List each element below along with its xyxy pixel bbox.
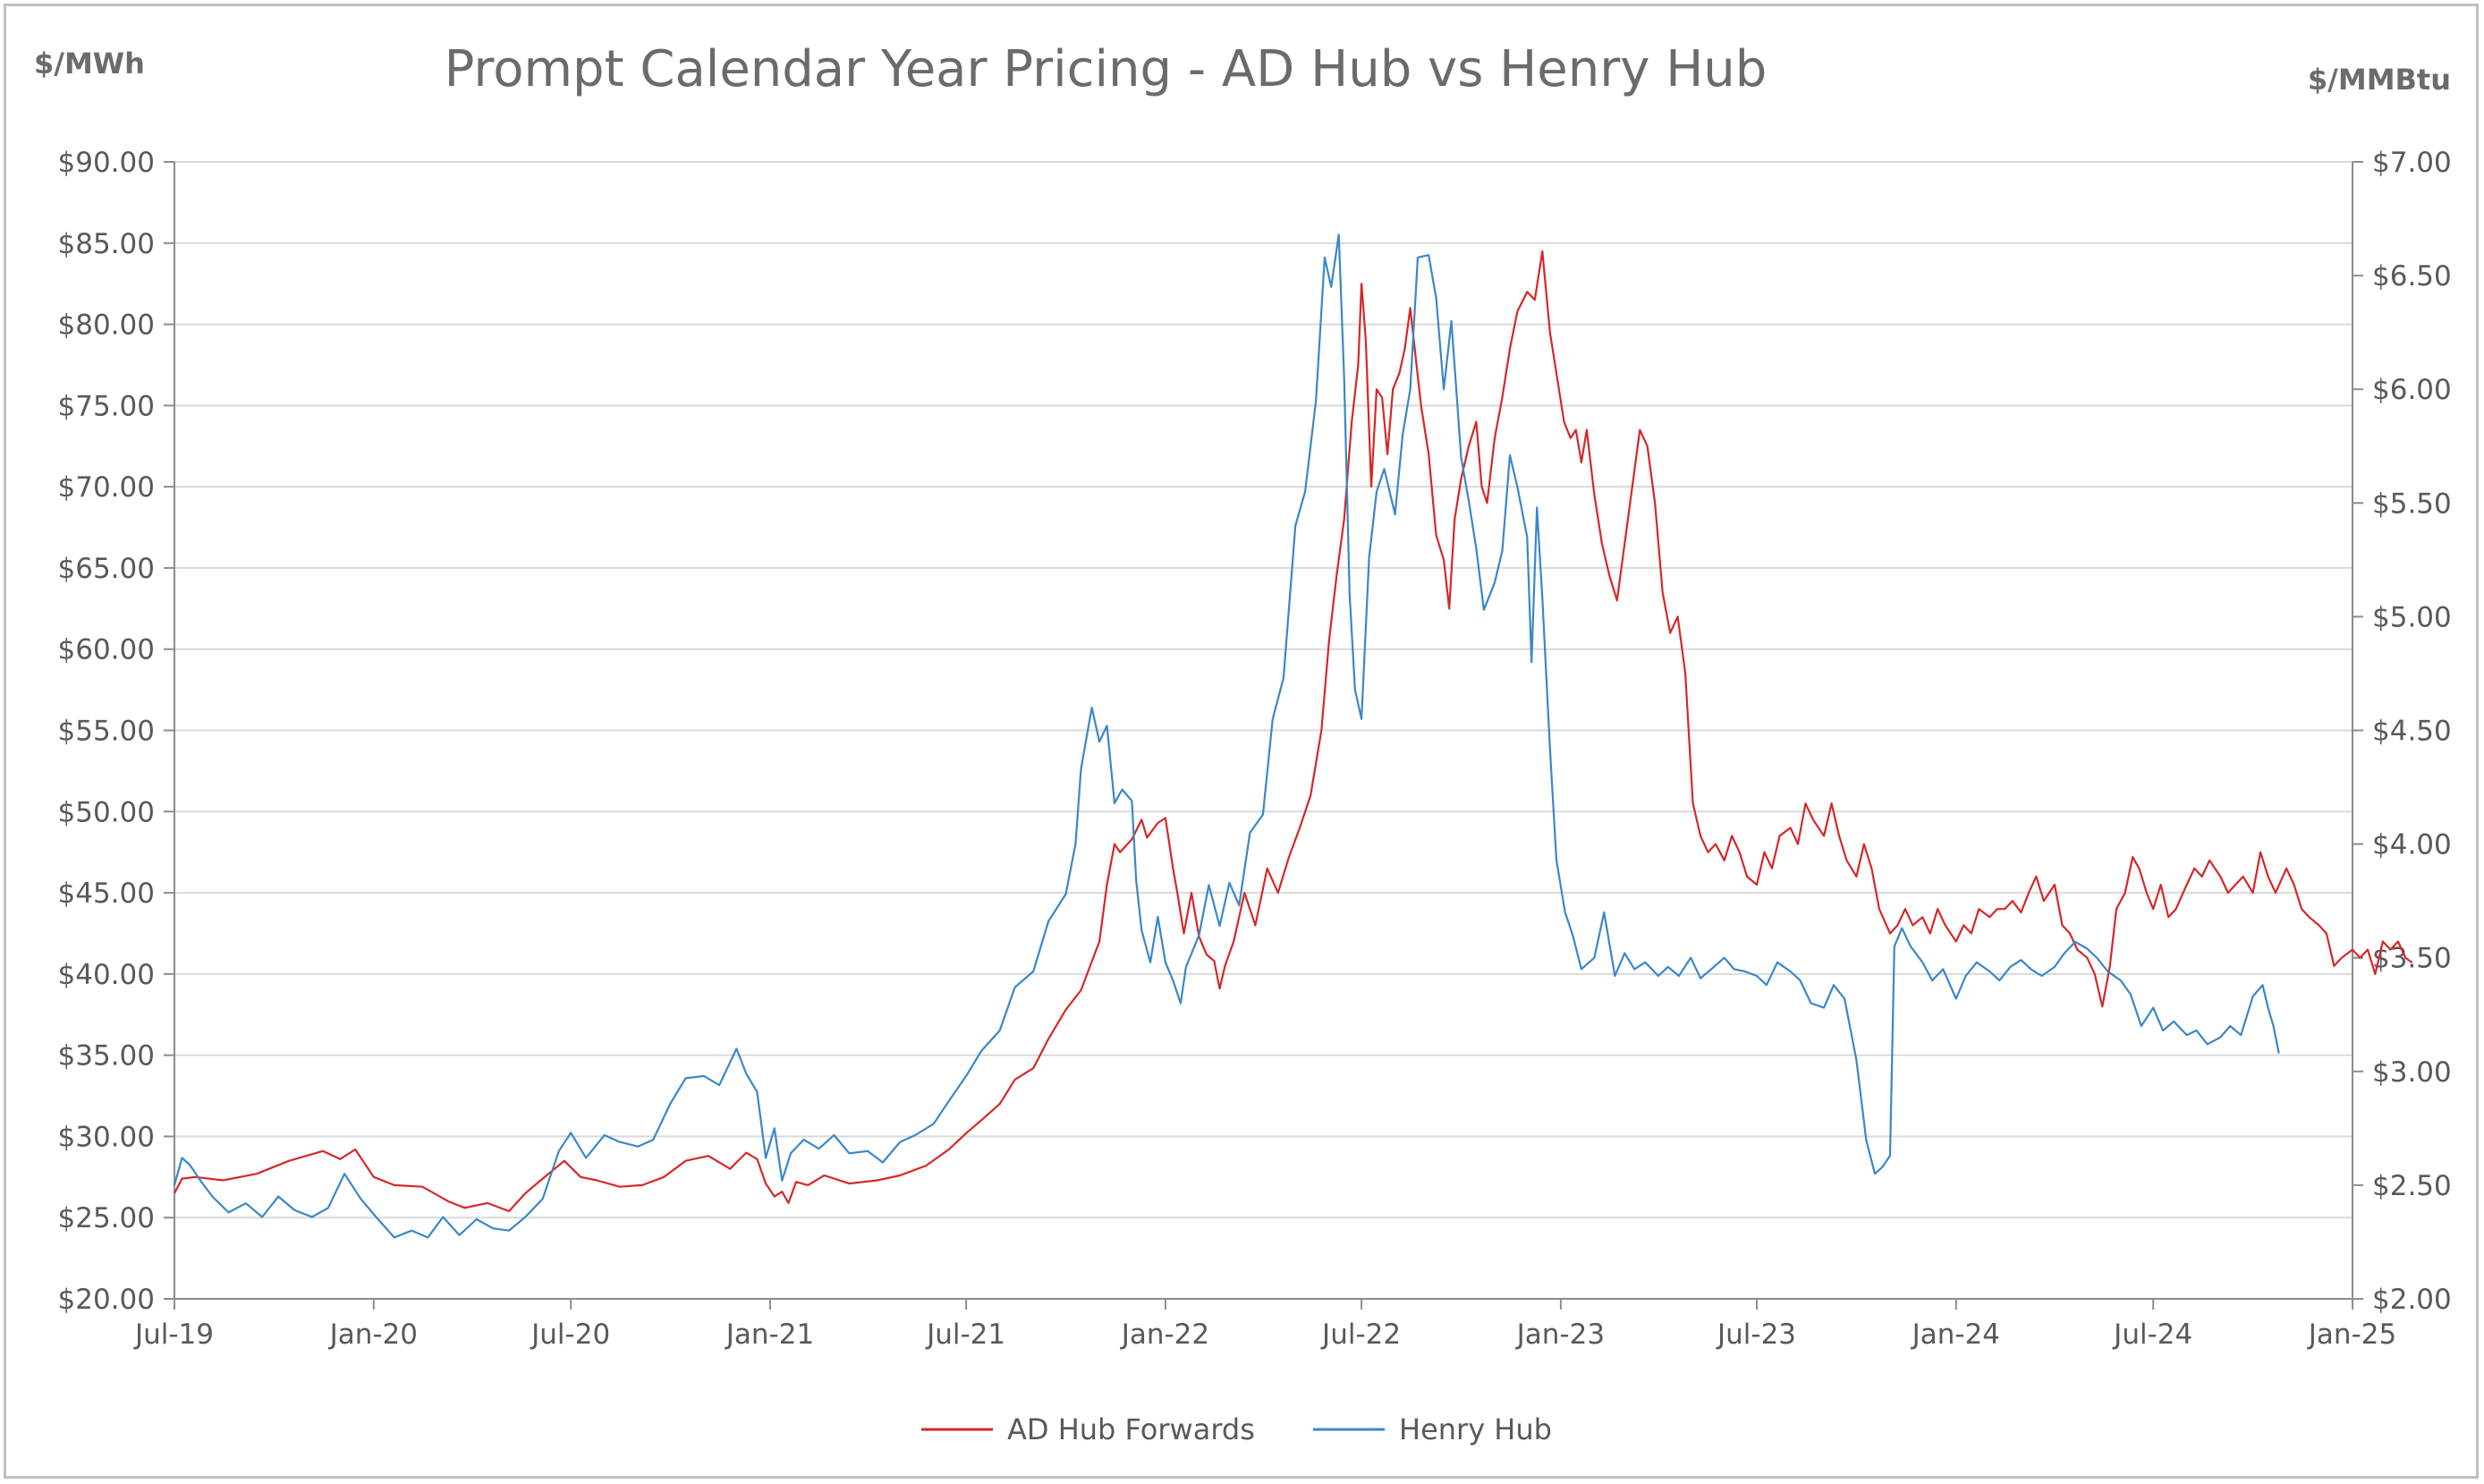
x-tick-label: Jan-23 (1515, 1319, 1605, 1351)
chart-title: Prompt Calendar Year Pricing - AD Hub vs… (445, 40, 1768, 98)
right-tick-label: $3.00 (2372, 1056, 2452, 1089)
series-layer (173, 233, 2413, 1239)
gridlines (174, 161, 2353, 1219)
x-tick-label: Jul-21 (925, 1319, 1005, 1351)
x-tick-label: Jul-24 (2112, 1319, 2192, 1351)
left-tick-label: $50.00 (58, 796, 155, 828)
x-tick-label: Jan-25 (2307, 1319, 2396, 1351)
x-tick-label: Jul-20 (530, 1319, 610, 1351)
x-tick-label: Jan-20 (328, 1319, 418, 1351)
x-tick-label: Jul-22 (1320, 1319, 1401, 1351)
left-tick-label: $65.00 (58, 553, 155, 585)
right-tick-label: $2.50 (2372, 1170, 2452, 1202)
right-tick-label: $7.00 (2372, 147, 2452, 179)
series-line-ad-hub (174, 250, 2413, 1213)
x-tick-label: Jul-23 (1716, 1319, 1796, 1351)
left-tick-label: $90.00 (58, 147, 155, 179)
x-axis-ticks: Jul-19 Jan-20 Jul-20 Jan-21 Jul-21 Jan-22 Jul-… (133, 1319, 2396, 1351)
right-tick-label: $4.50 (2372, 716, 2452, 748)
legend-label-henry-hub: Henry Hub (1399, 1412, 1552, 1446)
left-tick-label: $75.00 (58, 390, 155, 422)
right-tick-label: $3.50 (2372, 943, 2452, 975)
x-tick-label: Jan-21 (725, 1319, 814, 1351)
x-tick-label: Jul-19 (133, 1319, 214, 1351)
left-tick-label: $85.00 (58, 228, 155, 260)
left-tick-label: $45.00 (58, 878, 155, 910)
right-axis-ticks: $2.00 $2.50 $3.00 $3.50 $4.00 $4.50 $5.00 $5.50… (2372, 147, 2452, 1316)
left-tick-label: $35.00 (58, 1040, 155, 1073)
right-axis-unit: $/MMBtu (2308, 63, 2451, 97)
left-tick-label: $25.00 (58, 1202, 155, 1234)
legend-label-ad-hub: AD Hub Forwards (1007, 1412, 1255, 1446)
left-tick-label: $80.00 (58, 310, 155, 342)
legend: AD Hub Forwards Henry Hub (921, 1412, 1552, 1446)
left-tick-label: $70.00 (58, 471, 155, 504)
right-tick-label: $6.00 (2372, 374, 2452, 406)
left-tick-label: $20.00 (58, 1284, 155, 1316)
x-tick-label: Jan-22 (1120, 1319, 1209, 1351)
left-tick-label: $55.00 (58, 716, 155, 748)
x-tick-label: Jan-24 (1911, 1319, 2000, 1351)
left-axis-unit: $/MWh (34, 47, 145, 81)
left-tick-label: $40.00 (58, 959, 155, 991)
right-tick-label: $6.50 (2372, 260, 2452, 293)
right-tick-label: $5.00 (2372, 601, 2452, 633)
left-tick-label: $30.00 (58, 1121, 155, 1153)
left-axis-ticks: $20.00 $25.00 $30.00 $35.00 $40.00 $45.00 $50.… (58, 147, 155, 1316)
series-line-henry-hub (173, 233, 2280, 1239)
right-tick-label: $2.00 (2372, 1284, 2452, 1316)
left-tick-label: $60.00 (58, 634, 155, 666)
right-tick-label: $5.50 (2372, 488, 2452, 520)
axes (164, 161, 2363, 1310)
right-tick-label: $4.00 (2372, 829, 2452, 861)
